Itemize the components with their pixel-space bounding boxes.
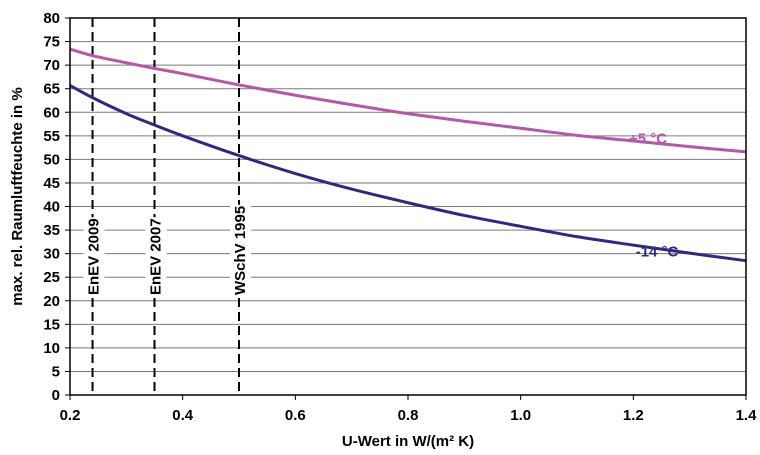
- reference-line-label: EnEV 2007: [148, 218, 165, 295]
- y-tick-label: 20: [43, 293, 60, 310]
- y-tick-label: 10: [43, 340, 60, 357]
- y-tick-label: 80: [43, 10, 60, 27]
- y-tick-label: 5: [52, 363, 60, 380]
- series-line: [69, 84, 747, 263]
- y-tick-label: 35: [43, 222, 60, 239]
- y-tick-label: 60: [43, 104, 60, 121]
- y-tick-label: 0: [52, 387, 60, 404]
- reference-label-background: [145, 217, 167, 296]
- y-tick-label: 30: [43, 246, 60, 263]
- plot-frame: [69, 17, 747, 396]
- series-labels: +5 °C -14 °C: [629, 130, 679, 260]
- x-tick-label: 0.8: [398, 407, 419, 424]
- y-tick-label: 40: [43, 199, 60, 216]
- y-tick-label: 70: [43, 57, 60, 74]
- x-tick-label: 0.4: [172, 407, 194, 424]
- reference-label-background: [230, 204, 251, 296]
- x-tick-label: 0.6: [285, 407, 306, 424]
- series-line: [69, 47, 747, 154]
- x-tick-label: 0.2: [60, 407, 81, 424]
- reference-lines: EnEV 2009 EnEV 2007 WSchV 1995: [83, 18, 251, 395]
- y-axis-title: max. rel. Raumluftfeuchte in %: [9, 87, 26, 305]
- y-tick-label: 25: [43, 269, 60, 286]
- y-tick-label: 15: [43, 316, 60, 333]
- grid: [65, 17, 747, 400]
- x-tick-label: 1.0: [510, 407, 531, 424]
- x-tick-labels: 0.2 0.4 0.6 0.8 1.0 1.2 1.4: [60, 407, 758, 424]
- y-tick-label: 45: [43, 175, 60, 192]
- y-tick-label: 50: [43, 151, 60, 168]
- y-tick-labels: 0 5 10 15 20 25 30 35 40 45 50 55 60 65 70 75 80: [43, 10, 60, 404]
- series-lines: [69, 47, 747, 263]
- reference-label-background: [83, 217, 105, 296]
- y-tick-label: 55: [43, 128, 60, 145]
- y-tick-label: 75: [43, 34, 60, 51]
- x-tick-label: 1.4: [736, 407, 758, 424]
- series-label: +5 °C: [629, 130, 667, 147]
- reference-line-label: WSchV 1995: [232, 206, 249, 295]
- x-tick-label: 1.2: [623, 407, 644, 424]
- reference-line-label: EnEV 2009: [86, 218, 103, 295]
- y-tick-label: 65: [43, 81, 60, 98]
- x-axis-title: U-Wert in W/(m² K): [342, 433, 474, 450]
- series-label: -14 °C: [636, 244, 679, 261]
